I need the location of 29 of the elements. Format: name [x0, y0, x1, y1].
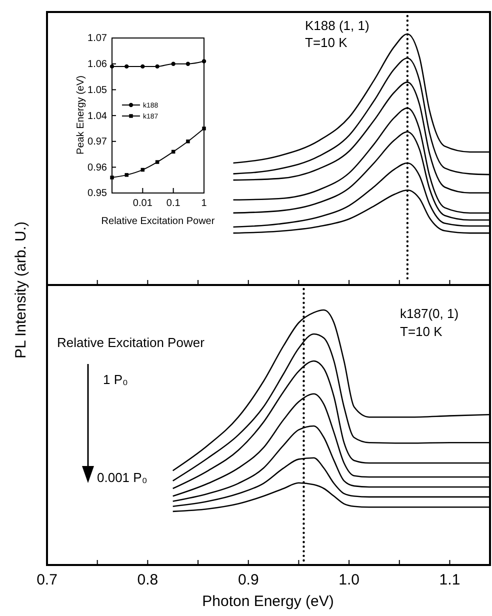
x-tick-label: 0.01	[132, 198, 153, 210]
x-tick-label: 1.1	[439, 572, 460, 589]
text: K188 (1, 1)	[305, 18, 370, 33]
annotation: 1 P₀	[103, 372, 128, 387]
y-tick-label: 0.97	[88, 136, 108, 148]
y-tick-label: 1.05	[88, 84, 108, 96]
y-axis-title: Peak Energy (eV)	[76, 76, 86, 154]
annotation: T=10 K	[305, 35, 348, 50]
x-tick-label: 0.7	[36, 572, 58, 589]
x-tick-label: 0.8	[137, 572, 158, 589]
y-tick-label: 1.04	[88, 110, 108, 122]
annotation: k187(0, 1)	[400, 306, 459, 321]
x-tick-label: 0.1	[166, 198, 181, 210]
point	[124, 173, 129, 177]
y-tick-label: 1.06	[88, 59, 108, 70]
annotation: 0.001 P₀	[97, 470, 148, 485]
y-axis-title: PL Intensity (arb. U.)	[12, 222, 30, 358]
x-tick-label: 1.0	[338, 572, 360, 589]
point	[186, 140, 190, 144]
y-tick-label: 1.07	[88, 33, 108, 44]
annotation: Relative Excitation Power	[57, 335, 206, 350]
y-tick-label: 0.96	[88, 162, 108, 174]
x-tick-label: 1	[201, 198, 208, 210]
annotation: T=10 K	[400, 324, 443, 339]
x-axis-title: Photon Energy (eV)	[202, 593, 334, 610]
x-tick-label: 0.9	[238, 572, 259, 589]
point	[155, 160, 160, 164]
x-axis-title: Relative Excitation Power	[101, 216, 216, 227]
y-tick-label: 0.95	[88, 188, 108, 200]
